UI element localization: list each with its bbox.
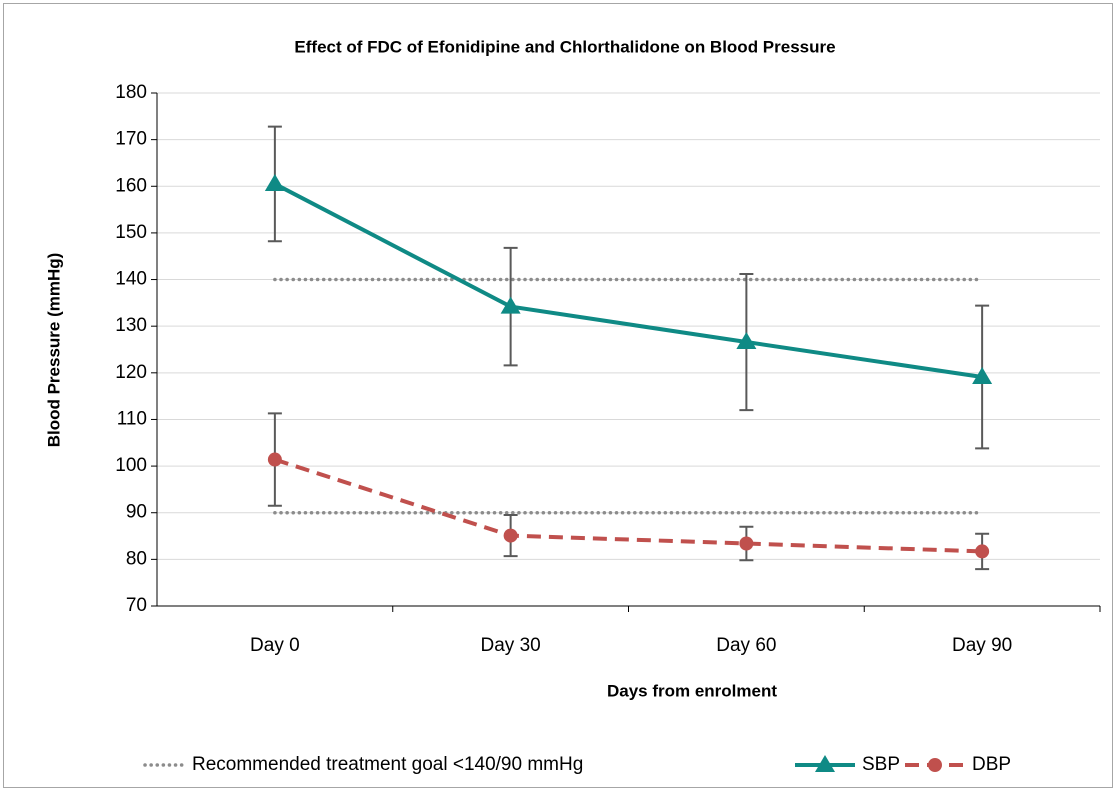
- y-tick-label: 110: [117, 408, 147, 429]
- legend-marker: [815, 755, 835, 772]
- legend-label: Recommended treatment goal <140/90 mmHg: [192, 754, 583, 775]
- x-tick-label: Day 0: [250, 635, 300, 656]
- y-tick-label: 70: [126, 595, 147, 616]
- legend-marker: [928, 758, 942, 772]
- marker: [739, 536, 754, 551]
- marker: [503, 528, 518, 543]
- y-tick-label: 160: [115, 175, 147, 196]
- y-tick-label: 120: [115, 362, 147, 383]
- marker: [267, 452, 282, 467]
- y-tick-label: 80: [126, 548, 147, 569]
- y-tick-label: 90: [126, 502, 147, 523]
- marker: [975, 544, 990, 559]
- y-tick-label: 150: [115, 222, 147, 243]
- legend-label: DBP: [972, 754, 1011, 775]
- legend-label: SBP: [862, 754, 900, 775]
- x-tick-label: Day 60: [716, 635, 776, 656]
- x-tick-label: Day 30: [481, 635, 541, 656]
- y-tick-label: 180: [115, 82, 147, 103]
- marker: [500, 296, 521, 314]
- x-tick-label: Day 90: [952, 635, 1012, 656]
- series-line: [274, 457, 983, 554]
- y-tick-label: 140: [115, 269, 147, 290]
- series-line: [273, 182, 983, 379]
- chart-title: Effect of FDC of Efonidipine and Chlorth…: [294, 37, 835, 56]
- marker: [264, 173, 285, 191]
- y-tick-label: 100: [115, 455, 147, 476]
- y-tick-label: 170: [115, 129, 147, 150]
- y-tick-label: 130: [115, 315, 147, 336]
- y-axis-title: Blood Pressure (mmHg): [44, 253, 63, 448]
- x-axis-title: Days from enrolment: [607, 681, 777, 700]
- marker: [736, 332, 757, 350]
- marker: [972, 367, 993, 385]
- chart-border: [3, 3, 1113, 788]
